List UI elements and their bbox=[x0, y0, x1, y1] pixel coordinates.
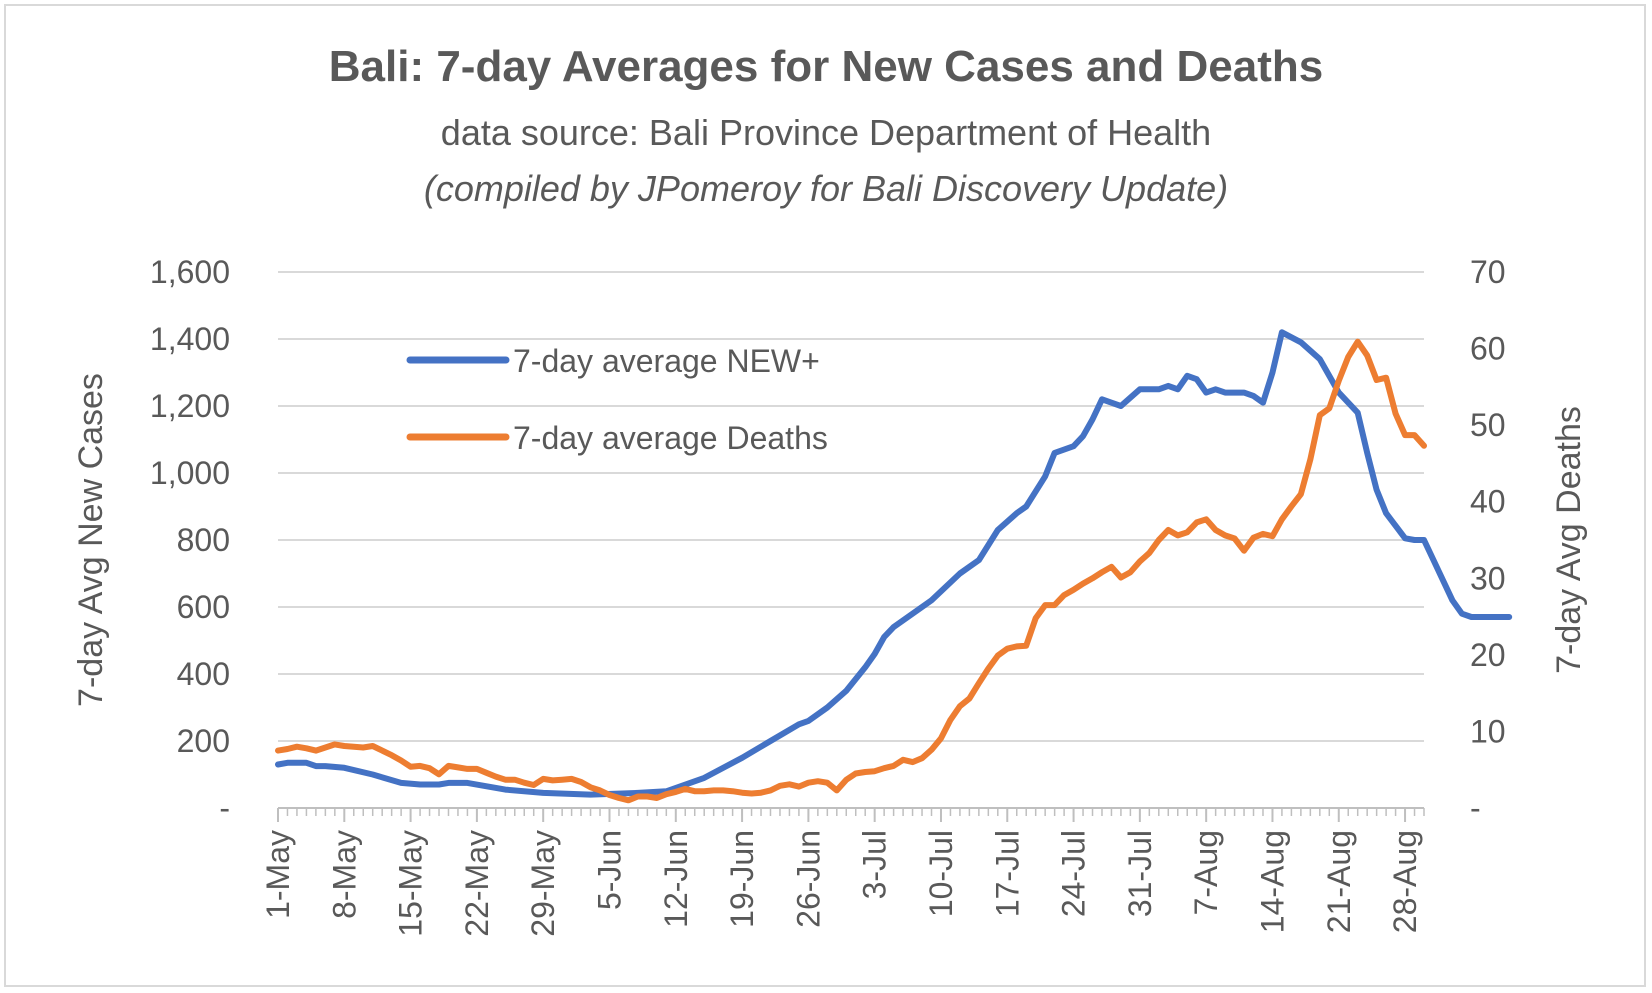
x-tick-label: 29-May bbox=[525, 830, 561, 937]
y-tick-label: 1,600 bbox=[150, 254, 230, 290]
y2-tick-label: 70 bbox=[1470, 254, 1506, 290]
x-tick-label: 14-Aug bbox=[1254, 830, 1290, 933]
y2-tick-label: - bbox=[1470, 790, 1481, 826]
x-tick-label: 31-Jul bbox=[1122, 830, 1158, 917]
x-tick-label: 12-Jun bbox=[658, 830, 694, 928]
legend-label-new-cases: 7-day average NEW+ bbox=[513, 343, 820, 379]
x-tick-label: 8-May bbox=[326, 830, 362, 919]
x-axis: 1-May 8-May 15-May 22-May 29-May 5-Jun 12-Jun 1… bbox=[260, 807, 1425, 937]
x-tick-label: 26-Jun bbox=[790, 830, 826, 928]
y-tick-label: 1,000 bbox=[150, 455, 230, 491]
x-tick-label: 3-Jul bbox=[857, 830, 893, 899]
y-tick-label: 400 bbox=[177, 656, 230, 692]
y2-tick-label: 60 bbox=[1470, 331, 1506, 367]
y2-axis-ticks: - 10 20 30 40 50 60 70 bbox=[1470, 254, 1506, 826]
series-line-new-cases bbox=[275, 329, 1513, 798]
y2-tick-label: 10 bbox=[1470, 713, 1506, 749]
x-tick-label: 22-May bbox=[459, 830, 495, 937]
y2-axis-label: 7-day Avg Deaths bbox=[1550, 406, 1588, 674]
x-tick-label: 24-Jul bbox=[1056, 830, 1092, 917]
legend: 7-day average NEW+ 7-day average Deaths bbox=[406, 343, 828, 456]
series-lines bbox=[275, 329, 1513, 804]
y-tick-label: 200 bbox=[177, 723, 230, 759]
y-tick-label: - bbox=[219, 790, 230, 826]
chart-subtitle: data source: Bali Province Department of… bbox=[440, 112, 1212, 153]
x-tick-label: 7-Aug bbox=[1188, 830, 1224, 915]
y2-tick-label: 20 bbox=[1470, 637, 1506, 673]
x-tick-label: 15-May bbox=[393, 830, 429, 937]
y2-tick-label: 40 bbox=[1470, 484, 1506, 520]
x-tick-label: 17-Jul bbox=[989, 830, 1025, 917]
y2-tick-label: 30 bbox=[1470, 560, 1506, 596]
legend-label-deaths: 7-day average Deaths bbox=[513, 420, 828, 456]
y-tick-label: 1,200 bbox=[150, 388, 230, 424]
x-tick-label: 19-Jun bbox=[724, 830, 760, 928]
y-tick-label: 1,400 bbox=[150, 321, 230, 357]
x-tick-label: 28-Aug bbox=[1387, 830, 1423, 933]
chart-frame bbox=[4, 4, 1646, 987]
y-tick-label: 600 bbox=[177, 589, 230, 625]
y2-tick-label: 50 bbox=[1470, 407, 1506, 443]
x-tick-label: 21-Aug bbox=[1321, 830, 1357, 933]
chart-subtitle-credit: (compiled by JPomeroy for Bali Discovery… bbox=[423, 168, 1229, 209]
x-tick-label: 1-May bbox=[260, 830, 296, 919]
y-axis-label: 7-day Avg New Cases bbox=[72, 373, 110, 707]
x-tick-label: 10-Jul bbox=[923, 830, 959, 917]
x-tick-label: 5-Jun bbox=[591, 830, 627, 910]
y-tick-label: 800 bbox=[177, 522, 230, 558]
chart-title: Bali: 7-day Averages for New Cases and D… bbox=[328, 42, 1324, 91]
series-line-deaths bbox=[275, 338, 1427, 804]
y-axis-ticks: - 200 400 600 800 1,000 1,200 1,400 1,600 bbox=[150, 254, 230, 826]
gridlines bbox=[278, 271, 1424, 742]
